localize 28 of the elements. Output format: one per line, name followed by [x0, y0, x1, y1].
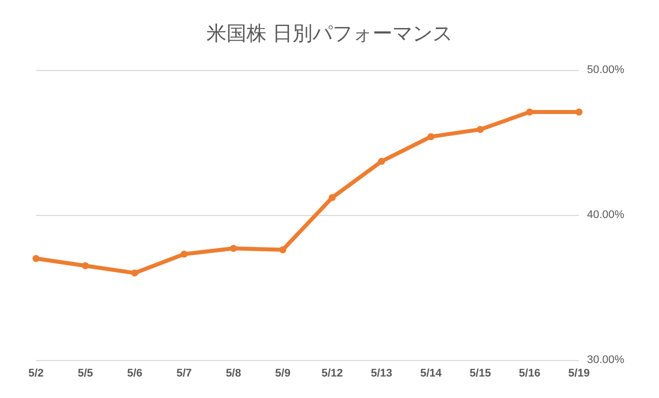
x-tick-label: 5/12: [321, 368, 343, 380]
x-tick-label: 5/16: [518, 368, 540, 380]
point: [328, 194, 336, 202]
point: [526, 108, 534, 116]
x-tick-label: 5/6: [127, 368, 142, 380]
x-tick-label: 5/9: [275, 368, 290, 380]
x-tick-label: 5/19: [568, 368, 590, 380]
y-tick-label: 40.00%: [587, 209, 625, 221]
x-tick-label: 5/5: [78, 368, 94, 380]
y-tick-label: 50.00%: [587, 64, 625, 76]
x-tick-label: 5/2: [28, 368, 44, 380]
point: [32, 255, 40, 262]
y-tick-label: 30.00%: [587, 354, 625, 366]
x-tick-label: 5/8: [226, 368, 242, 380]
point: [476, 126, 484, 133]
point: [279, 246, 286, 254]
x-tick-label: 5/13: [370, 368, 392, 380]
x-tick-label: 5/7: [176, 368, 192, 380]
chart-title: 米国株 日別パフォーマンス: [206, 21, 453, 45]
point: [576, 108, 582, 116]
point: [378, 158, 386, 165]
point: [82, 262, 89, 270]
point: [180, 250, 188, 258]
x-tick-label: 5/14: [420, 368, 442, 380]
point: [230, 244, 237, 252]
point: [131, 270, 138, 276]
point: [427, 133, 434, 140]
x-tick-label: 5/15: [470, 368, 491, 380]
